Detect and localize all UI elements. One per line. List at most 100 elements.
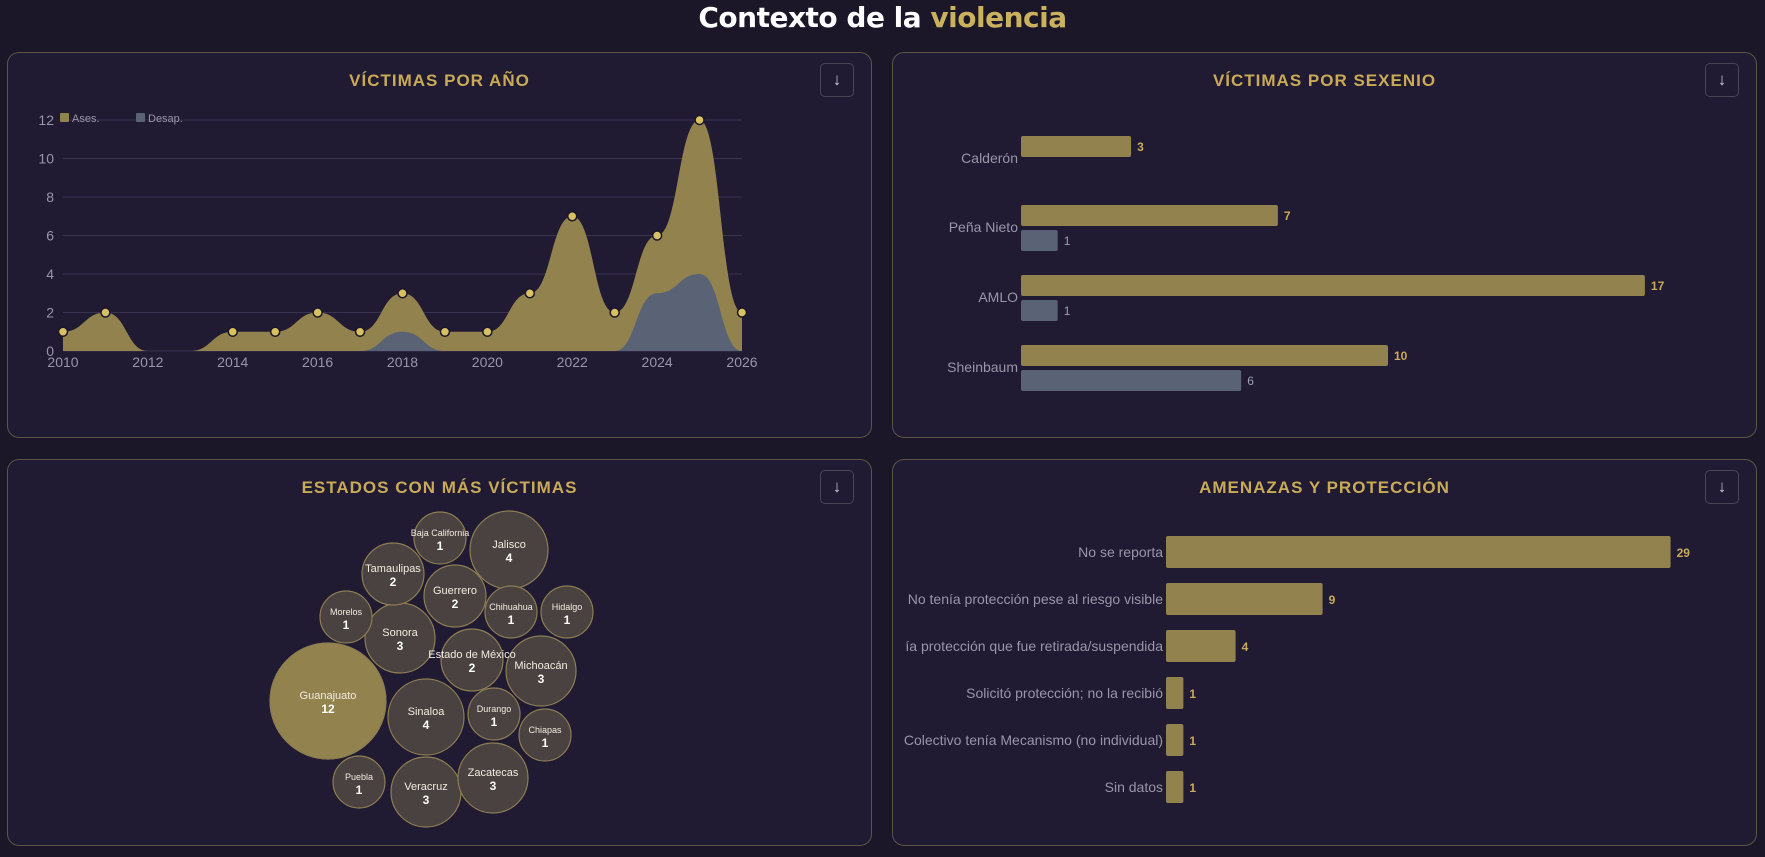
y-tick-label: 4	[46, 266, 54, 282]
category-label: Calderón	[961, 150, 1018, 166]
bar-value-ases: 10	[1394, 349, 1408, 363]
bar-value-ases: 3	[1137, 140, 1144, 154]
x-tick-label: 2024	[642, 354, 673, 370]
bar-chart: Calderón 3 Peña Nieto 7 1 AMLO 17 1 Sheinbaum 10 6	[947, 136, 1665, 391]
legend-swatch-ases	[60, 113, 69, 122]
category-label: AMLO	[978, 289, 1018, 305]
bar-value: 9	[1329, 593, 1336, 607]
bubble-label: Veracruz	[404, 781, 447, 793]
data-point-ases	[397, 288, 408, 299]
bar-desap	[1021, 370, 1242, 391]
x-tick-label: 2020	[472, 354, 503, 370]
bubble-chart: Guanajuato12Jalisco4Sinaloa4Sonora3Micho…	[269, 510, 594, 828]
bubble	[457, 742, 529, 814]
download-icon: ↓	[1717, 477, 1727, 496]
bar	[1166, 583, 1323, 615]
bubble	[413, 511, 467, 565]
bar-value: 1	[1189, 687, 1196, 701]
bubble-value: 3	[397, 639, 404, 653]
bubble	[423, 564, 487, 628]
bar-value-desap: 6	[1247, 374, 1254, 388]
x-tick-label: 2026	[726, 354, 757, 370]
legend-label-desap: Desap.	[148, 113, 183, 125]
bubble-value: 3	[490, 779, 497, 793]
bar-ases	[1021, 275, 1645, 296]
category-label: Peña Nieto	[949, 219, 1018, 235]
download-icon: ↓	[832, 70, 842, 89]
bubble	[361, 542, 425, 606]
bubble-label: Zacatecas	[468, 767, 519, 779]
bubble	[484, 585, 538, 639]
bubble	[467, 687, 521, 741]
bubble-label: Durango	[477, 704, 512, 714]
data-point-ases	[567, 211, 578, 222]
bar-desap	[1021, 300, 1058, 321]
bubble-value: 1	[564, 613, 571, 627]
download-button[interactable]: ↓	[820, 470, 854, 504]
category-label: Colectivo tenía Mecanismo (no individual…	[904, 732, 1163, 748]
y-tick-label: 8	[46, 189, 54, 205]
bubble-label: Morelos	[330, 607, 363, 617]
x-tick-label: 2018	[387, 354, 418, 370]
bubble-value: 1	[542, 736, 549, 750]
panel-amenazas: AMENAZAS Y PROTECCIÓN ↓ No se reporta 29 N…	[892, 459, 1757, 846]
bubble-value: 2	[390, 575, 397, 589]
download-button[interactable]: ↓	[1705, 470, 1739, 504]
download-icon: ↓	[832, 477, 842, 496]
download-button[interactable]: ↓	[1705, 63, 1739, 97]
page-title-accent: violencia	[930, 1, 1067, 34]
bar-value-ases: 17	[1651, 279, 1665, 293]
page-title-main: Contexto de la	[698, 1, 922, 34]
category-label: ía protección que fue retirada/suspendid…	[905, 638, 1163, 654]
data-point-ases	[439, 326, 451, 337]
bubble-value: 1	[508, 613, 515, 627]
bubble-label: Jalisco	[492, 539, 526, 551]
download-icon: ↓	[1717, 70, 1727, 89]
category-label: Sheinbaum	[947, 359, 1018, 375]
bubble-value: 2	[452, 597, 459, 611]
panel-victimas-por-ano: VÍCTIMAS POR AÑO ↓ 0 2 4 6 8 10 12 2010 2012 2014…	[7, 52, 872, 438]
data-point-ases	[694, 114, 705, 126]
bubble-value: 1	[343, 618, 350, 632]
y-tick-label: 12	[38, 112, 54, 128]
bubble-label: Guanajuato	[300, 690, 357, 702]
data-point-ases	[736, 307, 748, 318]
category-label: Solicitó protección; no la recibió	[966, 685, 1163, 701]
y-tick-label: 2	[46, 305, 54, 321]
bar-value: 29	[1677, 546, 1691, 560]
x-tick-label: 2012	[132, 354, 163, 370]
area-chart: 0 2 4 6 8 10 12 2010 2012 2014 2016 2018 2020 2022 202…	[38, 112, 757, 370]
bar-ases	[1021, 345, 1388, 366]
bubble-label: Baja California	[411, 528, 470, 538]
data-point-ases	[609, 307, 620, 318]
bar-value: 1	[1189, 781, 1196, 795]
bubble	[332, 755, 386, 809]
area-ases	[63, 120, 742, 351]
category-label: No tenía protección pese al riesgo visib…	[908, 591, 1163, 607]
panel-title: AMENAZAS Y PROTECCIÓN	[1199, 478, 1450, 497]
bubble-value: 1	[491, 715, 498, 729]
x-tick-label: 2010	[47, 354, 78, 370]
bubble-label: Sonora	[382, 627, 418, 639]
bar-value-desap: 1	[1064, 234, 1071, 248]
bar	[1166, 724, 1184, 756]
bubble-label: Chihuahua	[489, 602, 533, 612]
bubble-value: 4	[423, 718, 430, 732]
x-tick-label: 2022	[557, 354, 588, 370]
bar-value-ases: 7	[1284, 209, 1291, 223]
data-point-ases	[100, 307, 111, 318]
bubble-value: 12	[321, 702, 335, 716]
bubble-value: 3	[538, 672, 545, 686]
bubble-label: Estado de México	[428, 649, 515, 661]
bar-value: 4	[1242, 640, 1249, 654]
x-tick-label: 2016	[302, 354, 333, 370]
bar	[1166, 630, 1236, 662]
bubble-label: Chiapas	[528, 725, 562, 735]
bar-chart: No se reporta 29 No tenía protección pese …	[904, 536, 1691, 803]
bar-ases	[1021, 205, 1278, 226]
bubble	[319, 590, 373, 644]
download-button[interactable]: ↓	[820, 63, 854, 97]
bar-desap	[1021, 230, 1058, 251]
data-point-ases	[227, 326, 238, 337]
y-tick-label: 6	[46, 228, 54, 244]
